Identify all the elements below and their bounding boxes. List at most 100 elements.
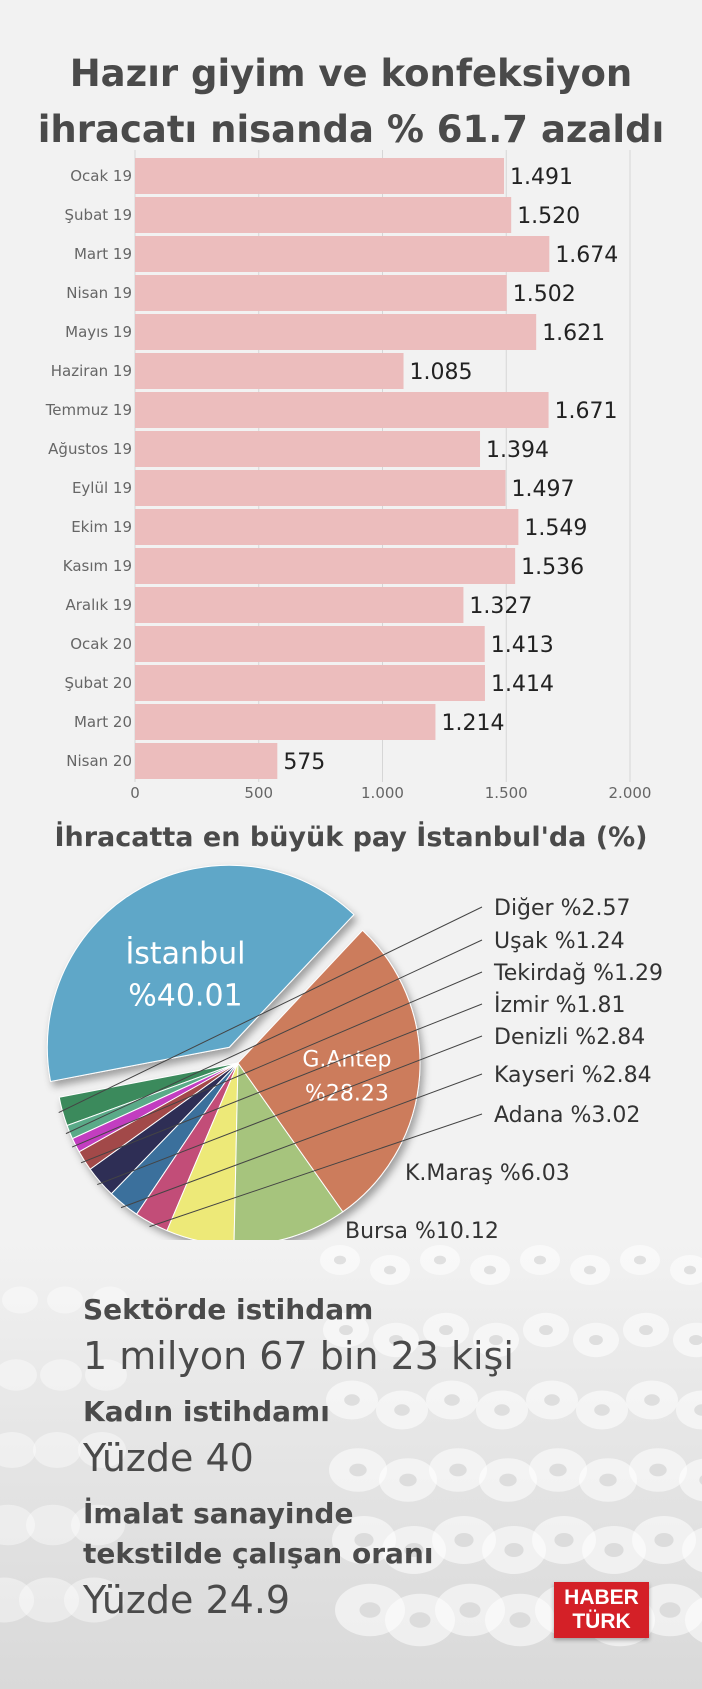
bar [135,626,485,662]
stat-label-textile-share-line-1: İmalat sanayinde [83,1497,354,1530]
bar [135,392,549,428]
logo-line-2: TÜRK [572,1610,631,1633]
spool-core [494,1404,510,1416]
stat-value-women-employment: Yüzde 40 [83,1436,254,1480]
slice-label: Diğer %2.57 [494,896,630,921]
x-tick-label: 1.000 [361,784,404,802]
spool-core [389,1334,403,1346]
spool-core [444,1394,460,1406]
spool-core [599,1473,617,1487]
leader-line [71,971,483,1148]
spool [47,1286,83,1314]
slice-label: Bursa %10.12 [345,1219,499,1240]
bar [135,197,512,233]
spool-core [399,1473,417,1487]
slice-value-label: %40.01 [128,978,242,1013]
bar [135,431,481,467]
spool-core [454,1532,474,1548]
title-line-2: ihracatı nisanda % 61.7 azaldı [37,108,665,151]
bar [135,743,278,779]
spool-core [644,1394,660,1406]
data-label: 575 [283,750,325,775]
spool-core [394,1404,410,1416]
leader-line [58,906,483,1114]
data-label: 1.536 [521,555,584,580]
spool-core [694,1404,702,1416]
spool-core [459,1602,481,1618]
bar [135,353,404,389]
data-label: 1.520 [517,204,580,229]
spool-core [584,1265,596,1275]
employment-stats: Sektörde istihdam 1 milyon 67 bin 23 kiş… [83,1290,683,1636]
category-label: Temmuz 19 [45,401,132,419]
chart-title: Hazır giyim ve konfeksiyon ihracatı nisa… [0,46,702,158]
haberturk-logo: HABER TÜRK [554,1582,649,1638]
category-label: Ekim 19 [71,518,132,536]
stat-label-textile-share-line-2: tekstilde çalışan oranı [83,1537,434,1570]
spool-core [484,1265,496,1275]
data-label: 1.413 [491,633,554,658]
spool-core [509,1612,531,1628]
data-label: 1.491 [510,165,573,190]
spool [33,1432,81,1468]
slice-label: Tekirdağ %1.29 [493,961,663,986]
spool-core [339,1324,353,1336]
spool-core [359,1602,381,1618]
bar [135,509,519,545]
data-label: 1.621 [542,321,605,346]
spools-decoration [0,1245,702,1647]
spool [26,1504,80,1546]
spool [685,1597,702,1643]
slice-label: İstanbul [125,935,245,971]
spool-core [699,1475,702,1485]
spool [71,1504,125,1546]
spool [682,1527,702,1573]
spool-core [384,1265,396,1275]
spool-core [404,1542,424,1558]
bar [135,158,505,194]
spool [673,1322,702,1358]
stat-label-women-employment: Kadın istihdamı [83,1395,330,1428]
spool [0,1504,35,1546]
spool-core [649,1463,667,1477]
leader-line [120,1073,483,1209]
bar [135,236,550,272]
spool-core [659,1602,681,1618]
spool [0,1432,36,1468]
leader-line [97,1035,483,1186]
slice-label: Adana %3.02 [494,1103,640,1128]
data-label: 1.085 [410,360,473,385]
data-label: 1.497 [512,477,575,502]
category-label: Nisan 20 [66,752,132,770]
spool-core [589,1334,603,1346]
stat-label-sector-employment: Sektörde istihdam [83,1293,374,1326]
spool-core [534,1255,546,1265]
category-label: Kasım 19 [63,557,132,575]
data-label: 1.502 [513,282,576,307]
pie-slice [46,864,355,1083]
monthly-exports-bar-chart: Ocak 19 1.491 Şubat 19 1.520 Mart 19 1.674 Nis… [45,150,651,802]
leader-line [65,939,483,1135]
bar [135,548,516,584]
spool-core [499,1473,517,1487]
category-label: Eylül 19 [72,479,132,497]
spool [78,1432,126,1468]
data-label: 1.671 [555,399,618,424]
textile-factory-background [0,1240,702,1689]
spool [2,1286,38,1314]
spool-core [344,1394,360,1406]
slice-label: Uşak %1.24 [494,929,625,954]
data-label: 1.549 [524,516,587,541]
spool-core [604,1542,624,1558]
spool-core [349,1463,367,1477]
spool-core [639,1324,653,1336]
spool-core [504,1542,524,1558]
spool [676,1390,702,1430]
data-label: 1.394 [486,438,549,463]
stat-value-sector-employment: 1 milyon 67 bin 23 kişi [83,1334,514,1378]
spool-core [334,1255,346,1265]
category-label: Mayıs 19 [65,323,132,341]
city-share-pie-chart: İstanbul %40.01 G.Antep %28.23 Diğer %2.57 Uş… [46,864,663,1240]
spool-core [689,1334,702,1346]
spool-core [549,1463,567,1477]
